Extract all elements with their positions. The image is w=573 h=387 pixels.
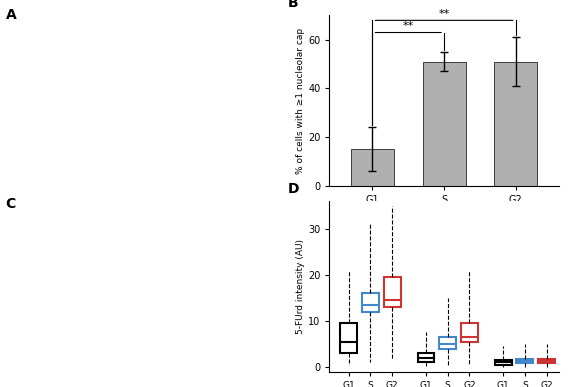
PathPatch shape xyxy=(494,360,512,365)
PathPatch shape xyxy=(384,277,401,307)
Text: **: ** xyxy=(438,9,450,19)
Y-axis label: 5-FUrd intensity (AU): 5-FUrd intensity (AU) xyxy=(296,239,305,334)
PathPatch shape xyxy=(516,359,533,363)
Y-axis label: % of cells with ≥1 nucleolar cap: % of cells with ≥1 nucleolar cap xyxy=(296,27,305,174)
PathPatch shape xyxy=(418,353,434,362)
PathPatch shape xyxy=(439,337,456,349)
Text: C: C xyxy=(6,197,16,211)
Text: **: ** xyxy=(403,21,414,31)
Text: A: A xyxy=(6,8,17,22)
Bar xyxy=(351,149,394,186)
PathPatch shape xyxy=(340,323,357,353)
Text: B: B xyxy=(288,0,299,10)
Bar xyxy=(422,62,465,186)
PathPatch shape xyxy=(461,323,478,342)
PathPatch shape xyxy=(362,293,379,312)
Text: D: D xyxy=(288,182,300,196)
Bar xyxy=(494,62,537,186)
PathPatch shape xyxy=(538,359,555,363)
